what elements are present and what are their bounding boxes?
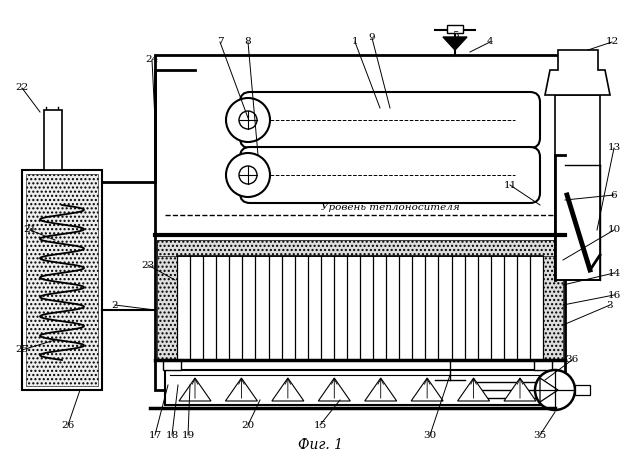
Polygon shape (504, 378, 536, 401)
Text: 4: 4 (486, 37, 493, 46)
Bar (163, 360, 181, 370)
Bar (447, 25, 463, 33)
Text: 24: 24 (145, 56, 159, 65)
Text: 15: 15 (314, 420, 326, 430)
Bar (26, 174, 98, 386)
Bar (44, 110, 62, 170)
Circle shape (535, 370, 575, 410)
Text: 30: 30 (424, 430, 436, 440)
Text: 35: 35 (533, 430, 547, 440)
Text: 23: 23 (141, 261, 155, 269)
Polygon shape (411, 378, 443, 401)
Text: 5: 5 (452, 30, 458, 40)
Text: 26: 26 (61, 420, 75, 430)
Polygon shape (179, 378, 211, 401)
Bar (534, 360, 552, 370)
Bar (475, 382, 540, 398)
Polygon shape (272, 378, 304, 401)
Bar (165, 370, 550, 405)
Bar (543, 240, 563, 360)
Text: 21: 21 (24, 226, 36, 234)
Text: Уровень теплоносителя: Уровень теплоносителя (321, 202, 460, 212)
FancyBboxPatch shape (240, 147, 540, 203)
Polygon shape (458, 378, 490, 401)
Bar (157, 240, 563, 256)
Bar (155, 55, 565, 390)
Circle shape (239, 166, 257, 184)
Bar (555, 95, 600, 280)
Text: 18: 18 (165, 430, 179, 440)
Text: 14: 14 (607, 268, 621, 278)
Text: 20: 20 (241, 420, 255, 430)
Text: 8: 8 (244, 37, 252, 46)
Text: 1: 1 (352, 37, 358, 46)
Text: 36: 36 (565, 355, 579, 364)
Text: 11: 11 (504, 181, 516, 189)
Polygon shape (365, 378, 397, 401)
Text: 7: 7 (217, 37, 223, 46)
Text: 3: 3 (607, 300, 613, 309)
Text: 19: 19 (181, 430, 195, 440)
FancyBboxPatch shape (240, 92, 540, 148)
Text: 9: 9 (369, 34, 375, 42)
Circle shape (226, 153, 270, 197)
Text: 13: 13 (607, 143, 621, 152)
Polygon shape (540, 378, 558, 402)
Polygon shape (443, 37, 467, 50)
Text: 22: 22 (15, 84, 29, 92)
Text: Фиг. 1: Фиг. 1 (298, 438, 342, 452)
Text: 25: 25 (15, 345, 29, 354)
Polygon shape (545, 50, 610, 95)
Bar (157, 240, 177, 360)
Bar (22, 170, 102, 390)
Text: 10: 10 (607, 226, 621, 234)
Polygon shape (225, 378, 257, 401)
Text: 17: 17 (148, 430, 162, 440)
Bar (575, 385, 590, 395)
Text: 6: 6 (611, 191, 618, 199)
Text: 2: 2 (112, 300, 118, 309)
Circle shape (226, 98, 270, 142)
Text: 16: 16 (607, 290, 621, 299)
Circle shape (239, 111, 257, 129)
Polygon shape (318, 378, 350, 401)
Text: 12: 12 (605, 37, 619, 46)
